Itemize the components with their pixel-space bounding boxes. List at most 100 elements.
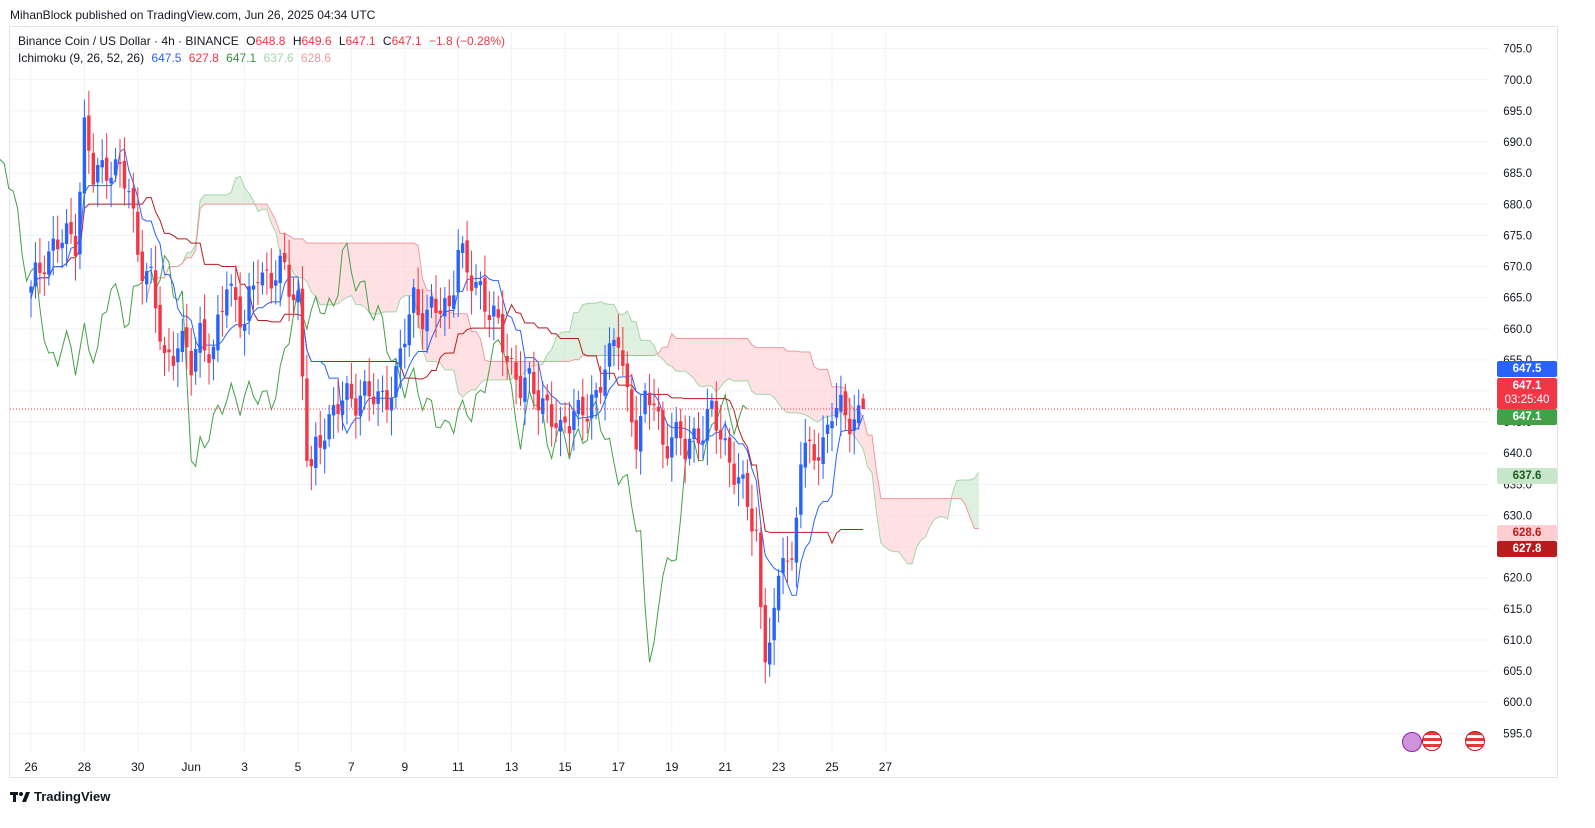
candle-body [429, 296, 434, 308]
ichimoku-cloud-segment [863, 417, 868, 467]
candle-body [554, 423, 558, 428]
ichimoku-cloud-segment [796, 351, 801, 414]
ichimoku-cloud-segment [916, 498, 921, 548]
x-tick-label: Jun [182, 760, 201, 774]
candle-body [296, 290, 300, 303]
candle-body [434, 298, 438, 313]
candle-body [389, 398, 394, 411]
indicator-value-span-a: 637.6 [263, 51, 294, 65]
tradingview-footer[interactable]: TradingView [10, 789, 110, 804]
candle-body [42, 272, 47, 275]
y-tick-label: 670.0 [1503, 262, 1532, 274]
candle-body [385, 390, 389, 410]
symbol-title: Binance Coin / US Dollar · 4h · BINANCE [18, 34, 239, 48]
ichimoku-cloud-segment [360, 243, 365, 308]
candle-body [581, 396, 585, 416]
candle-body [122, 160, 127, 189]
ichimoku-cloud-segment [627, 311, 632, 356]
candle-body [287, 264, 291, 297]
ichimoku-cloud-segment [471, 331, 476, 390]
ichimoku-cloud-segment [502, 361, 508, 380]
candle-body [171, 355, 176, 366]
ichimoku-cloud-segment [498, 361, 503, 380]
ichimoku-cloud-segment [921, 498, 926, 541]
ichimoku-cloud-segment [444, 311, 450, 370]
ichimoku-cloud-segment [605, 303, 610, 356]
ichimoku-cloud-segment [293, 238, 298, 278]
candle-body [723, 438, 727, 441]
ichimoku-cloud-segment [600, 301, 606, 356]
candle-body [687, 438, 692, 459]
ichimoku-cloud-segment [578, 304, 583, 360]
ichimoku-cloud-segment [262, 204, 267, 210]
candle-body [541, 398, 545, 415]
indicator-value-lagging: 647.1 [226, 51, 257, 65]
candle-body [211, 346, 216, 360]
candle-body [514, 362, 518, 380]
events-icon[interactable] [1402, 732, 1422, 752]
candle-body [91, 152, 95, 185]
ichimoku-cloud-segment [889, 498, 895, 552]
candle-body [536, 390, 540, 411]
ichimoku-cloud-segment [453, 313, 459, 392]
ichimoku-cloud-segment [480, 338, 485, 384]
ichimoku-cloud-segment [213, 194, 218, 205]
candle-body [857, 405, 861, 424]
candle-body [768, 642, 772, 665]
candle-body [692, 428, 696, 440]
candle-body [745, 472, 750, 507]
candle-body [327, 414, 331, 440]
indicator-title: Ichimoku (9, 26, 52, 26) [18, 51, 145, 65]
candle-body [719, 429, 723, 440]
candle-body [469, 275, 474, 291]
ichimoku-cloud-segment [378, 243, 383, 315]
ichimoku-cloud-segment [440, 311, 445, 370]
ichimoku-cloud-segment [373, 243, 379, 315]
us-flag-icon[interactable] [1465, 731, 1485, 751]
y-tick-label: 685.0 [1503, 168, 1532, 180]
candle-body [345, 383, 349, 400]
candle-body [282, 253, 287, 263]
candle-body [96, 164, 100, 183]
candle-body [153, 270, 158, 309]
candle-body [73, 235, 78, 256]
x-tick-label: 13 [505, 760, 519, 774]
candle-body [113, 159, 118, 176]
candle-body [256, 282, 260, 284]
ichimoku-cloud-segment [565, 331, 570, 362]
candle-body [109, 177, 113, 184]
ichimoku-cloud-segment [689, 338, 695, 379]
ichimoku-cloud-segment [333, 243, 339, 305]
x-tick-label: 17 [612, 760, 626, 774]
candle-body [483, 277, 487, 312]
candle-body [843, 391, 848, 416]
ichimoku-cloud-segment [778, 347, 784, 410]
candle-body [714, 401, 718, 431]
ichimoku-cloud-segment [551, 337, 557, 362]
ichimoku-cloud-segment [395, 243, 401, 312]
candle-body [349, 383, 354, 399]
candle-body [496, 309, 500, 318]
ichimoku-cloud-segment [827, 369, 832, 418]
ichimoku-cloud-segment [961, 479, 966, 506]
y-tick-label: 665.0 [1503, 293, 1532, 305]
ichimoku-cloud-segment [734, 338, 739, 382]
tag-base: 627.8 [1497, 541, 1557, 557]
candle-body [336, 404, 340, 415]
ichimoku-cloud-segment [547, 349, 552, 362]
ichimoku-cloud-segment [676, 338, 681, 372]
ichimoku-cloud-segment [694, 338, 699, 386]
ohlc-low: 647.1 [345, 34, 376, 48]
candle-body [189, 350, 193, 376]
candle-body [47, 251, 51, 275]
ichimoku-cloud-segment [573, 312, 579, 360]
candle-body [265, 269, 269, 271]
candle-body [754, 529, 759, 531]
candle-body [69, 222, 73, 235]
candle-body [229, 283, 233, 286]
ichimoku-cloud-segment [204, 194, 209, 205]
us-flag-icon[interactable] [1422, 731, 1442, 751]
ichimoku-cloud-segment [631, 321, 637, 356]
ichimoku-cloud-segment [231, 177, 236, 205]
